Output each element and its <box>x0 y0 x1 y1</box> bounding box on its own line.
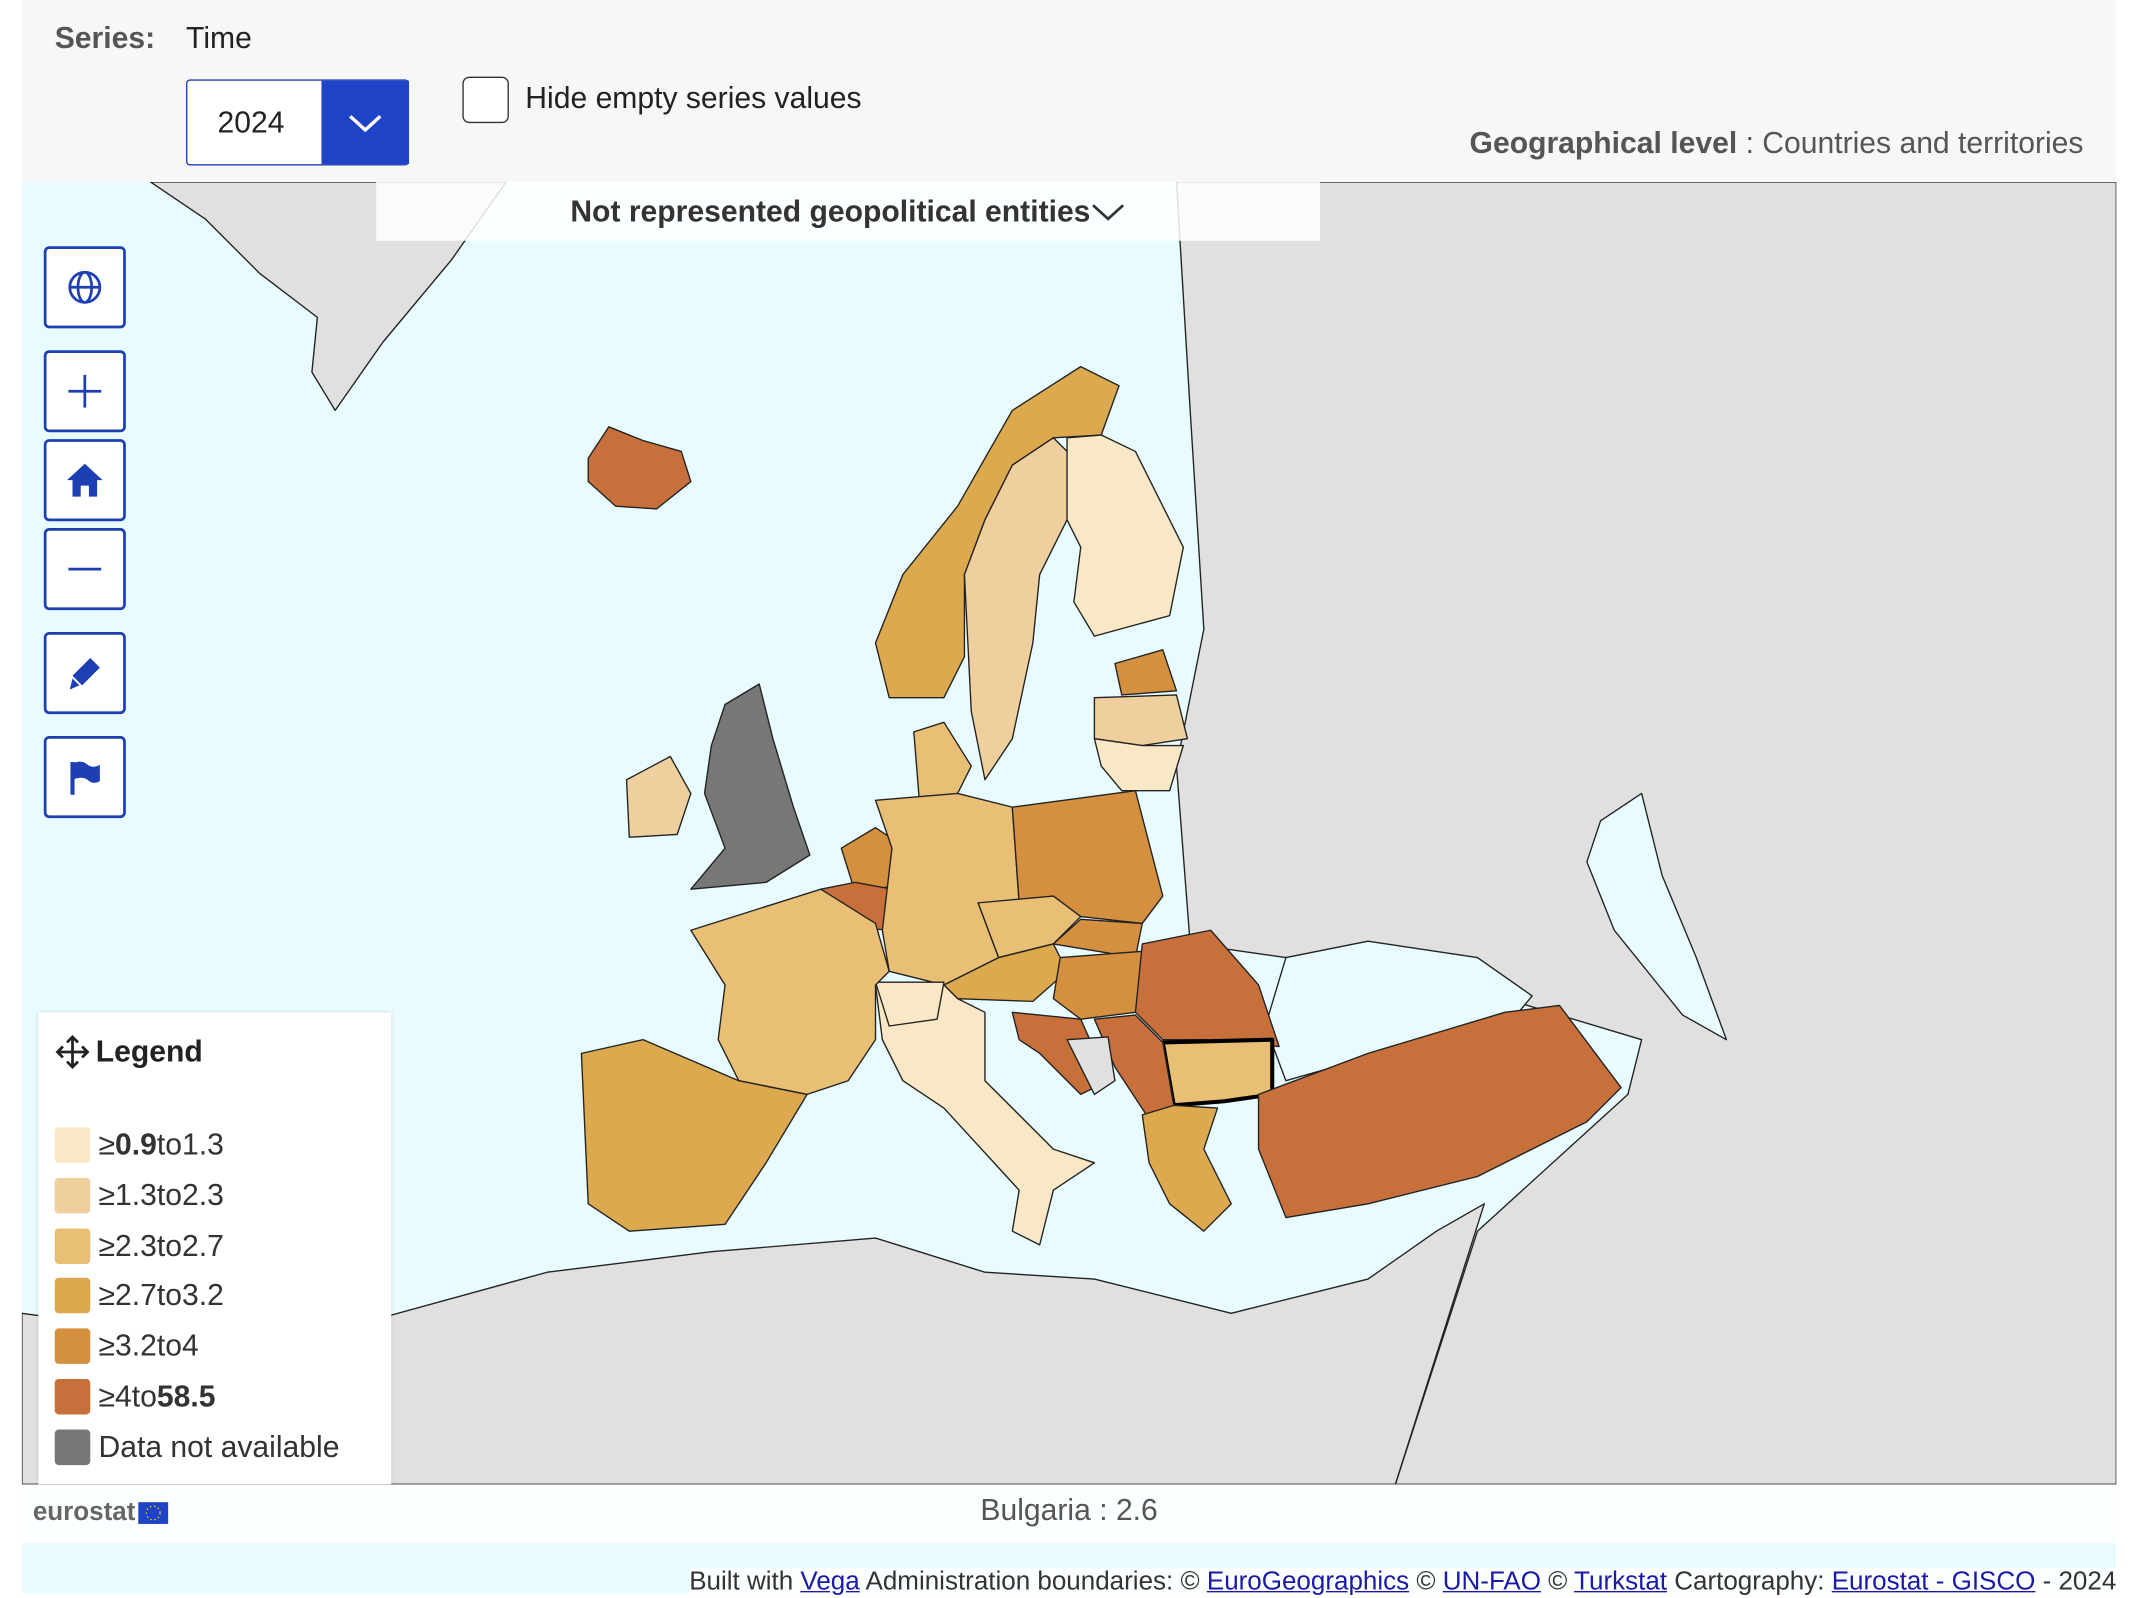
icon <box>68 567 102 571</box>
legend-to-word: to <box>156 1278 182 1313</box>
logo-text: eurostat <box>32 1497 136 1527</box>
checkbox-label: Hide empty series values <box>525 80 862 115</box>
move-icon <box>55 1035 90 1069</box>
legend-from: 2.7 <box>115 1278 157 1313</box>
legend-swatch <box>54 1177 91 1214</box>
legend-to: 2.3 <box>181 1177 224 1212</box>
icon <box>69 658 100 690</box>
icon <box>70 761 100 795</box>
flag-button[interactable] <box>43 735 126 819</box>
legend-swatch <box>54 1227 91 1264</box>
attribution-link[interactable]: Turkstat <box>1574 1567 1667 1597</box>
attribution-text: © <box>1416 1567 1436 1597</box>
time-value: 2024 <box>217 105 285 140</box>
legend-row[interactable]: ≥ 3.2 to 4 <box>54 1328 199 1365</box>
icon <box>68 374 102 408</box>
legend-row[interactable]: ≥ 2.7 to 3.2 <box>54 1278 224 1314</box>
legend-row[interactable]: Data not available <box>54 1429 340 1465</box>
tooltip-value: 2.6 <box>1115 1492 1158 1527</box>
dropdown-button[interactable] <box>321 80 410 165</box>
icon <box>67 463 103 497</box>
legend-from: 4 <box>115 1378 132 1414</box>
icon <box>68 270 102 304</box>
legend-to: 2.7 <box>181 1227 224 1263</box>
legend-ge: ≥ <box>98 1278 116 1313</box>
time-select[interactable]: 2024 <box>186 79 410 166</box>
legend-row[interactable]: ≥ 4 to 58.5 <box>54 1378 216 1415</box>
legend[interactable]: Legend ≥ 0.9 to 1.3 ≥ 1.3 to 2.3 ≥ 2.3 to … <box>38 1012 392 1485</box>
attribution-text: Administration boundaries: © <box>865 1567 1200 1597</box>
attribution-link[interactable]: Vega <box>800 1567 860 1597</box>
attribution-text: © <box>1548 1567 1568 1597</box>
chevron <box>1092 203 1125 221</box>
geo-level: Geographical level : Countries and terri… <box>1470 126 2084 162</box>
not-represented-toggle[interactable]: Not represented geopolitical entities <box>376 181 1321 241</box>
attribution-link[interactable]: UN-FAO <box>1442 1567 1541 1597</box>
time-label: Time <box>186 20 252 55</box>
not-represented-label: Not represented geopolitical entities <box>570 193 1091 228</box>
legend-swatch <box>54 1127 91 1163</box>
zoom-in-button[interactable] <box>43 350 126 433</box>
attribution-link[interactable]: Eurostat - GISCO <box>1831 1567 2036 1597</box>
attribution-link[interactable]: EuroGeographics <box>1206 1567 1410 1597</box>
tooltip-separator: : <box>1099 1492 1108 1527</box>
legend-from: 0.9 <box>115 1127 157 1162</box>
legend-swatch <box>54 1429 91 1465</box>
logo: eurostat <box>32 1497 169 1528</box>
geo-level-label: Geographical level <box>1469 125 1738 161</box>
legend-row[interactable]: ≥ 0.9 to 1.3 <box>54 1127 224 1163</box>
zoom-out-button[interactable] <box>43 528 126 611</box>
info-bar: Bulgaria : 2.6 <box>21 1484 2117 1544</box>
legend-ge: ≥ <box>98 1378 116 1414</box>
checkbox[interactable] <box>462 76 509 124</box>
geo-level-value: : Countries and territories <box>1745 125 2084 161</box>
legend-to-word: to <box>131 1378 157 1414</box>
legend-to-word: to <box>156 1127 182 1162</box>
legend-ge: ≥ <box>98 1227 116 1263</box>
legend-header: Legend <box>55 1034 203 1070</box>
legend-swatch <box>54 1328 91 1365</box>
legend-to-word: to <box>156 1328 182 1363</box>
attribution: Built with Vega Administration boundarie… <box>689 1567 2117 1598</box>
legend-ge: ≥ <box>98 1328 116 1363</box>
legend-from: 3.2 <box>115 1328 157 1363</box>
legend-title: Legend <box>95 1034 203 1069</box>
legend-row[interactable]: ≥ 1.3 to 2.3 <box>54 1177 224 1214</box>
attribution-text: Built with <box>689 1567 794 1597</box>
legend-ge: ≥ <box>98 1127 116 1162</box>
legend-ge: ≥ <box>98 1177 116 1212</box>
attribution-text: - 2024 <box>2042 1567 2117 1597</box>
home-button[interactable] <box>43 439 126 522</box>
globe-button[interactable] <box>43 246 126 329</box>
legend-na-label: Data not available <box>98 1429 340 1464</box>
attribution-text: Cartography: <box>1674 1567 1825 1597</box>
legend-row[interactable]: ≥ 2.3 to 2.7 <box>54 1227 224 1264</box>
legend-to-word: to <box>156 1227 182 1263</box>
chevron <box>349 114 382 132</box>
legend-to-word: to <box>156 1177 182 1212</box>
edit-button[interactable] <box>43 632 126 715</box>
eu-flag <box>138 1502 169 1524</box>
legend-to: 3.2 <box>181 1278 224 1313</box>
legend-to: 1.3 <box>181 1127 224 1162</box>
legend-from: 2.3 <box>115 1227 157 1263</box>
series-label: Series: <box>54 20 156 55</box>
legend-to: 58.5 <box>156 1378 216 1414</box>
legend-swatch <box>54 1378 91 1415</box>
tooltip-country: Bulgaria <box>980 1492 1091 1527</box>
legend-from: 1.3 <box>115 1177 157 1212</box>
legend-to: 4 <box>181 1328 199 1363</box>
legend-swatch <box>54 1278 91 1314</box>
tooltip: Bulgaria : 2.6 <box>22 1492 2116 1528</box>
